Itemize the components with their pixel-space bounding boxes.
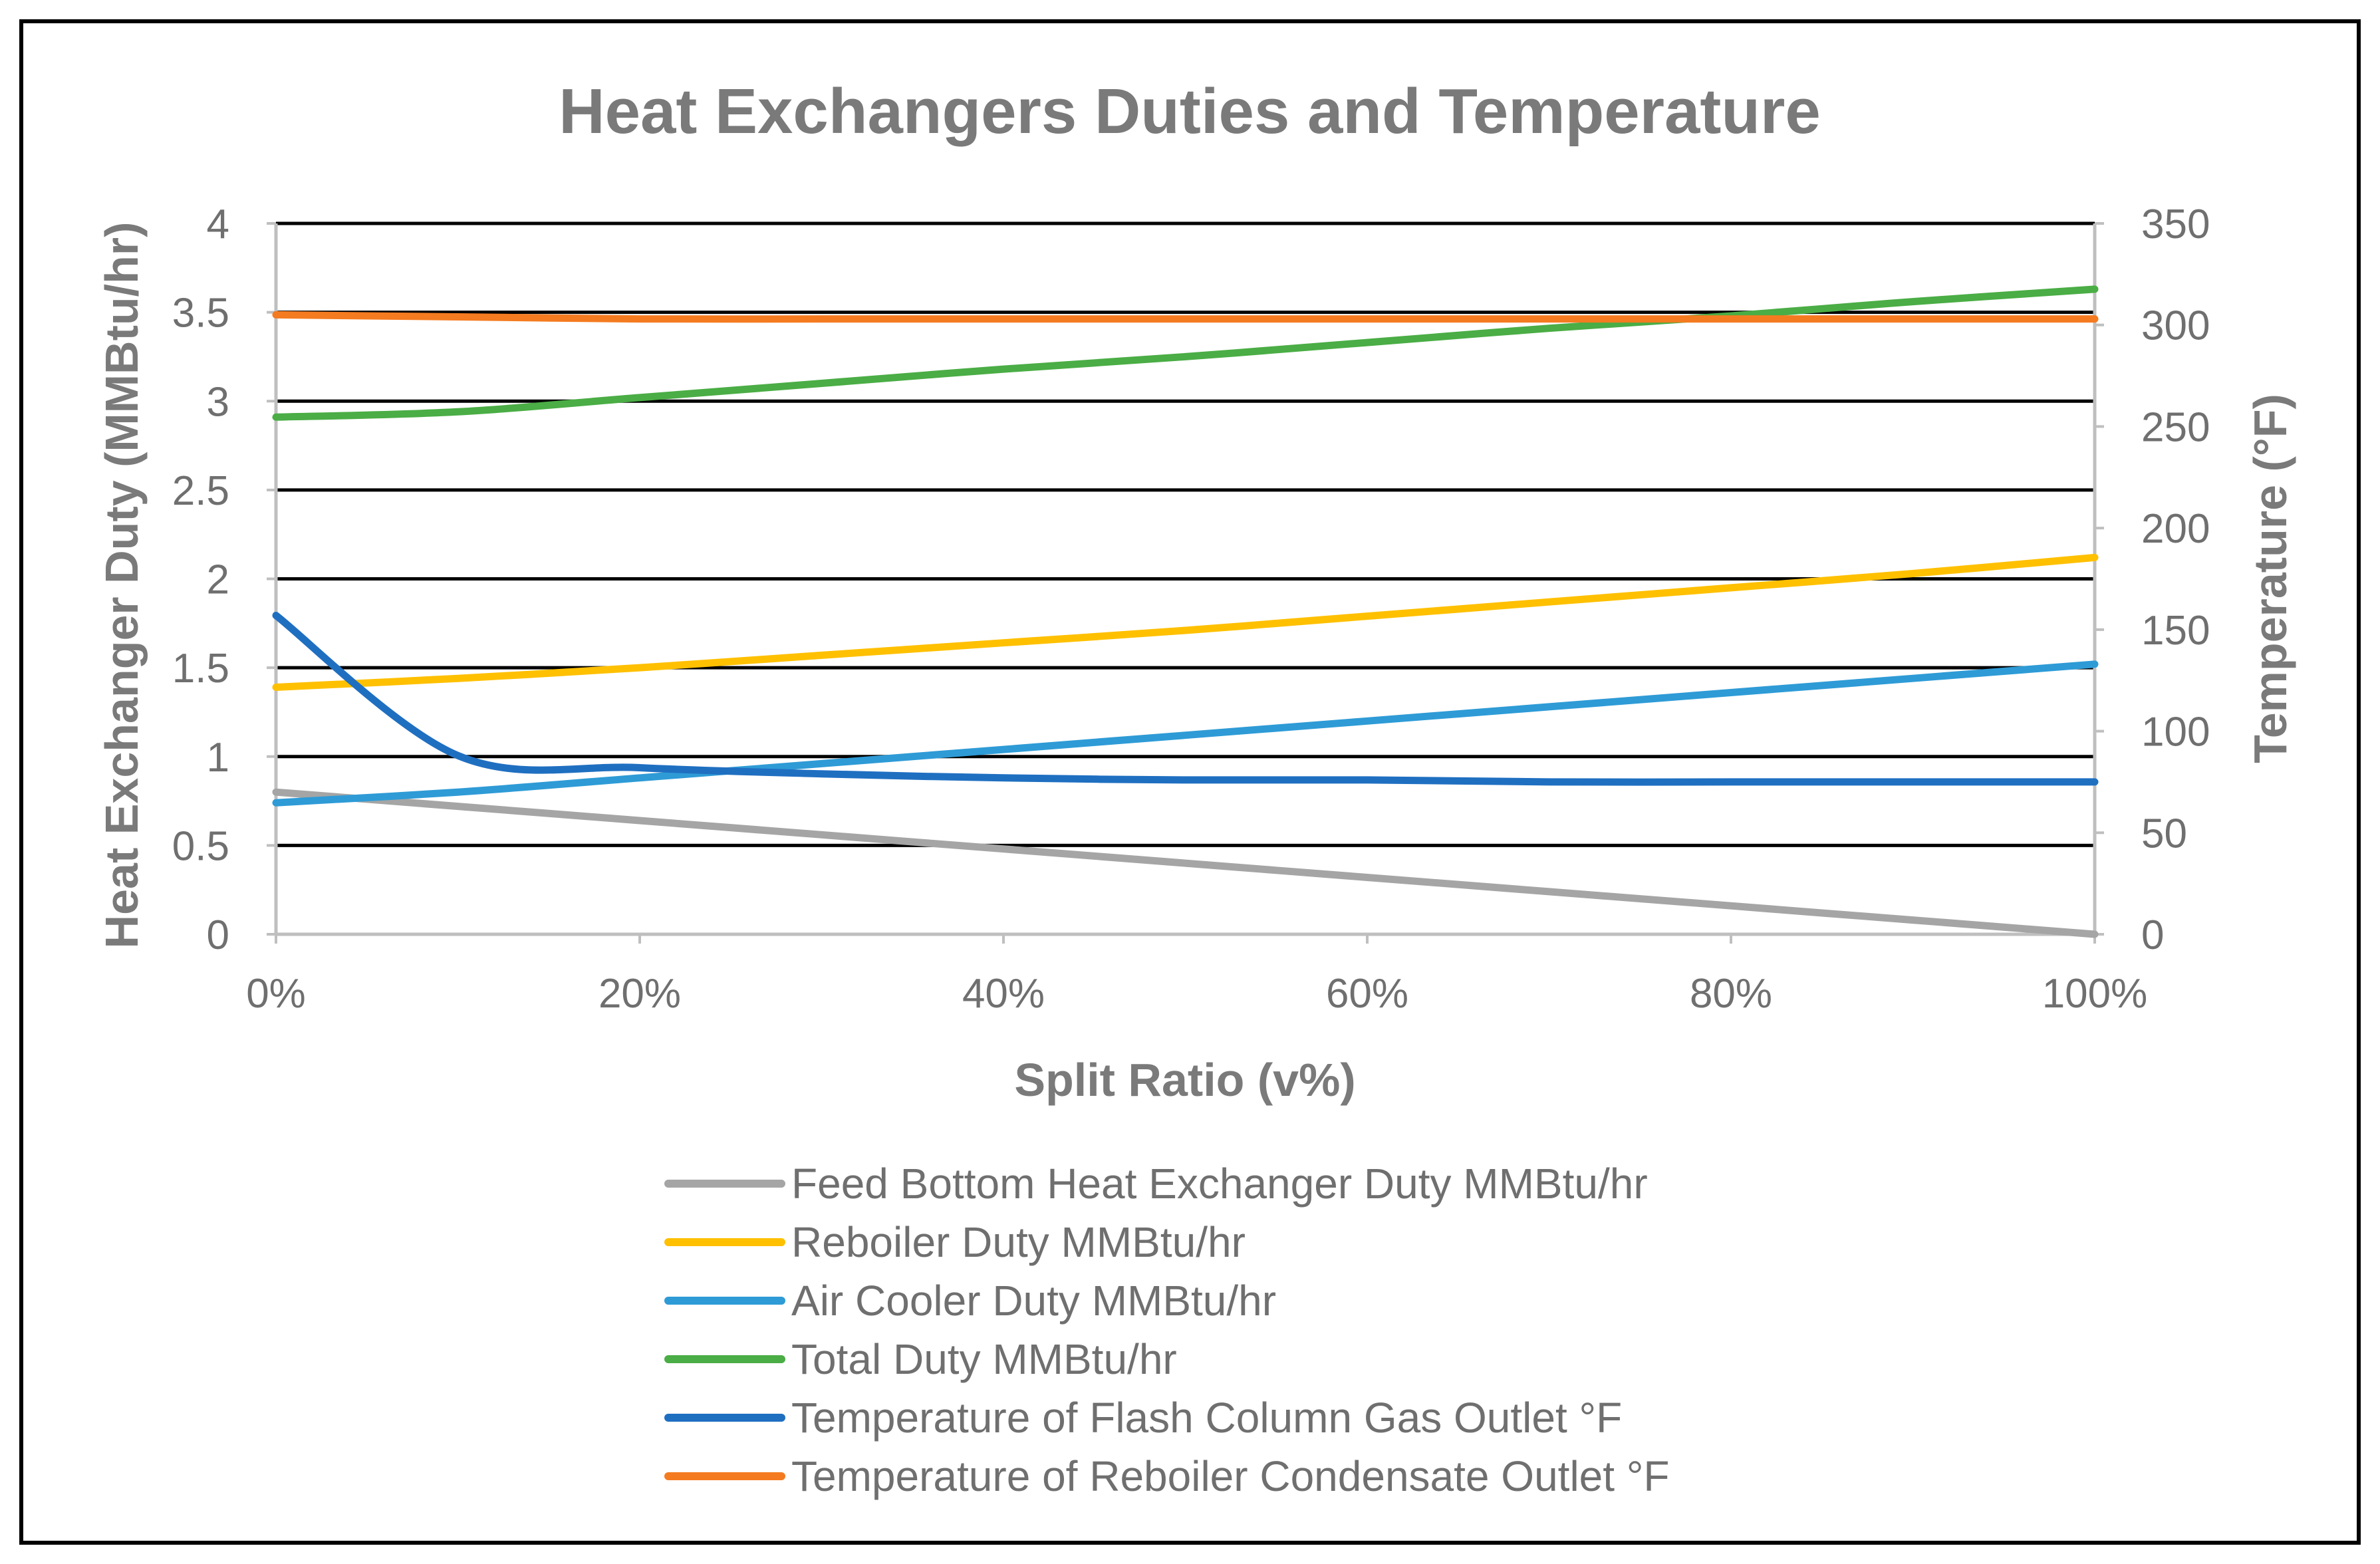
y2-tick-label: 350 — [2141, 201, 2210, 247]
y2-tick-label: 0 — [2141, 912, 2164, 958]
x-tick-label: 0% — [246, 971, 306, 1017]
y2-tick-label: 300 — [2141, 303, 2210, 349]
legend-label-1: Reboiler Duty MMBtu/hr — [791, 1218, 1246, 1266]
legend-label-5: Temperature of Reboiler Condensate Outle… — [791, 1452, 1670, 1500]
series-line-3 — [272, 285, 2099, 421]
x-tick-label: 80% — [1690, 971, 1772, 1017]
y-tick-label: 0 — [207, 912, 229, 958]
y-tick-label: 3 — [207, 379, 229, 425]
series-line-5 — [272, 311, 2099, 323]
y2-axis-title: Temperature (°F) — [2244, 394, 2296, 763]
x-tick-label: 100% — [2042, 971, 2148, 1017]
y-axis-ticks: 0 0.5 1 1.5 2 2.5 3 3.5 4 — [172, 201, 276, 958]
x-axis-ticks: 0% 20% 40% 60% 80% 100% — [246, 934, 2147, 1017]
y-tick-label: 1.5 — [172, 646, 229, 692]
y-tick-label: 4 — [207, 201, 229, 247]
y-tick-label: 3.5 — [172, 291, 229, 336]
legend-label-0: Feed Bottom Heat Exchanger Duty MMBtu/hr — [791, 1160, 1648, 1208]
y2-tick-label: 100 — [2141, 710, 2210, 755]
legend-label-2: Air Cooler Duty MMBtu/hr — [791, 1277, 1276, 1325]
chart-title: Heat Exchangers Duties and Temperature — [559, 76, 1821, 147]
x-tick-label: 60% — [1326, 971, 1408, 1017]
y2-tick-label: 250 — [2141, 404, 2210, 450]
y-axis-title: Heat Exchanger Duty (MMBtu/hr) — [96, 222, 148, 949]
x-tick-label: 20% — [598, 971, 681, 1017]
series-line-4 — [272, 612, 2099, 786]
y-tick-label: 2.5 — [172, 468, 229, 514]
y2-axis-ticks: 0 50 100 150 200 250 300 350 — [2095, 201, 2210, 958]
series-line-0 — [272, 788, 2099, 938]
y-tick-label: 2 — [207, 557, 229, 603]
series-lines — [272, 285, 2099, 938]
legend-label-3: Total Duty MMBtu/hr — [791, 1335, 1177, 1383]
legend: Feed Bottom Heat Exchanger Duty MMBtu/hr… — [664, 1160, 1670, 1500]
legend-label-4: Temperature of Flash Column Gas Outlet °… — [791, 1394, 1622, 1442]
x-axis-title: Split Ratio (v%) — [1014, 1054, 1355, 1106]
x-tick-label: 40% — [962, 971, 1045, 1017]
y-tick-label: 1 — [207, 735, 229, 781]
y2-tick-label: 150 — [2141, 608, 2210, 654]
y-tick-label: 0.5 — [172, 823, 229, 869]
series-line-1 — [272, 553, 2099, 691]
y2-tick-label: 200 — [2141, 506, 2210, 552]
y2-tick-label: 50 — [2141, 811, 2187, 856]
series-line-2 — [272, 660, 2099, 807]
